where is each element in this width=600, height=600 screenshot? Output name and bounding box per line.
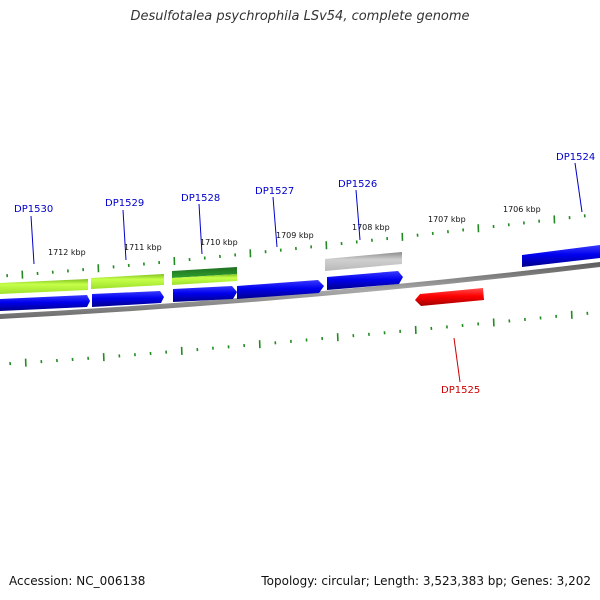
feature-darkgreen — [172, 267, 237, 278]
label-dp1529: DP1529 — [105, 198, 144, 209]
feature-lime-1 — [0, 279, 88, 294]
label-dp1528: DP1528 — [181, 193, 220, 204]
leader-dp1526 — [355, 189, 361, 241]
leader-dp1524 — [574, 162, 583, 213]
map-title: Desulfotalea psychrophila LSv54, complet… — [130, 9, 470, 24]
leader-dp1528 — [198, 203, 203, 255]
scale-labels: 1712 kbp 1711 kbp 1710 kbp 1709 kbp 1708… — [48, 205, 541, 257]
label-dp1525: DP1525 — [441, 385, 480, 396]
gene-arrow-dp1527 — [237, 280, 324, 299]
scale-label-1707: 1707 kbp — [428, 215, 466, 224]
inner-scale-ticks — [9, 310, 589, 367]
scale-label-1708: 1708 kbp — [352, 223, 390, 232]
leader-dp1525 — [453, 337, 461, 383]
gene-arrow-dp1525 — [415, 288, 484, 306]
label-dp1527: DP1527 — [255, 186, 294, 197]
gene-arrow-dp1526 — [327, 271, 403, 290]
label-dp1526: DP1526 — [338, 179, 377, 190]
forward-gene-track — [0, 245, 600, 311]
gene-arrow-dp1530 — [0, 295, 90, 311]
leader-dp1530 — [30, 215, 35, 265]
scale-label-1712: 1712 kbp — [48, 248, 86, 257]
gene-arrow-dp1524 — [522, 245, 600, 267]
gene-arrow-dp1528 — [173, 286, 237, 302]
leader-dp1527 — [272, 196, 278, 248]
genome-backbone — [0, 262, 600, 319]
gene-labels: DP1530 DP1529 DP1528 DP1527 DP1526 DP152… — [14, 152, 595, 396]
label-dp1530: DP1530 — [14, 204, 53, 215]
leader-dp1529 — [122, 209, 127, 261]
scale-label-1709: 1709 kbp — [276, 231, 314, 240]
feature-lime-3 — [172, 274, 237, 285]
scale-label-1711: 1711 kbp — [124, 243, 162, 252]
label-leader-lines — [30, 162, 583, 383]
feature-track — [0, 252, 402, 294]
feature-grey — [325, 252, 402, 271]
gene-arrow-dp1529 — [92, 291, 164, 307]
outer-scale-ticks — [6, 214, 586, 279]
scale-label-1706: 1706 kbp — [503, 205, 541, 214]
scale-label-1710: 1710 kbp — [200, 238, 238, 247]
accession-text: Accession: NC_006138 — [9, 574, 146, 588]
feature-lime-2 — [91, 274, 164, 289]
genome-summary-text: Topology: circular; Length: 3,523,383 bp… — [261, 574, 591, 588]
label-dp1524: DP1524 — [556, 152, 595, 163]
